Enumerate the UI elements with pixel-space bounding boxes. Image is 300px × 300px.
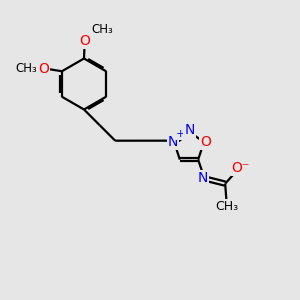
- Text: CH₃: CH₃: [215, 200, 238, 213]
- Text: O⁻: O⁻: [232, 161, 250, 175]
- Text: O: O: [79, 34, 90, 48]
- Text: O: O: [38, 62, 50, 76]
- Text: +: +: [176, 129, 185, 139]
- Text: O: O: [200, 135, 211, 148]
- Text: N: N: [184, 123, 195, 137]
- Text: CH₃: CH₃: [91, 23, 113, 36]
- Text: CH₃: CH₃: [15, 62, 37, 75]
- Text: N: N: [198, 171, 208, 185]
- Text: N: N: [168, 135, 178, 148]
